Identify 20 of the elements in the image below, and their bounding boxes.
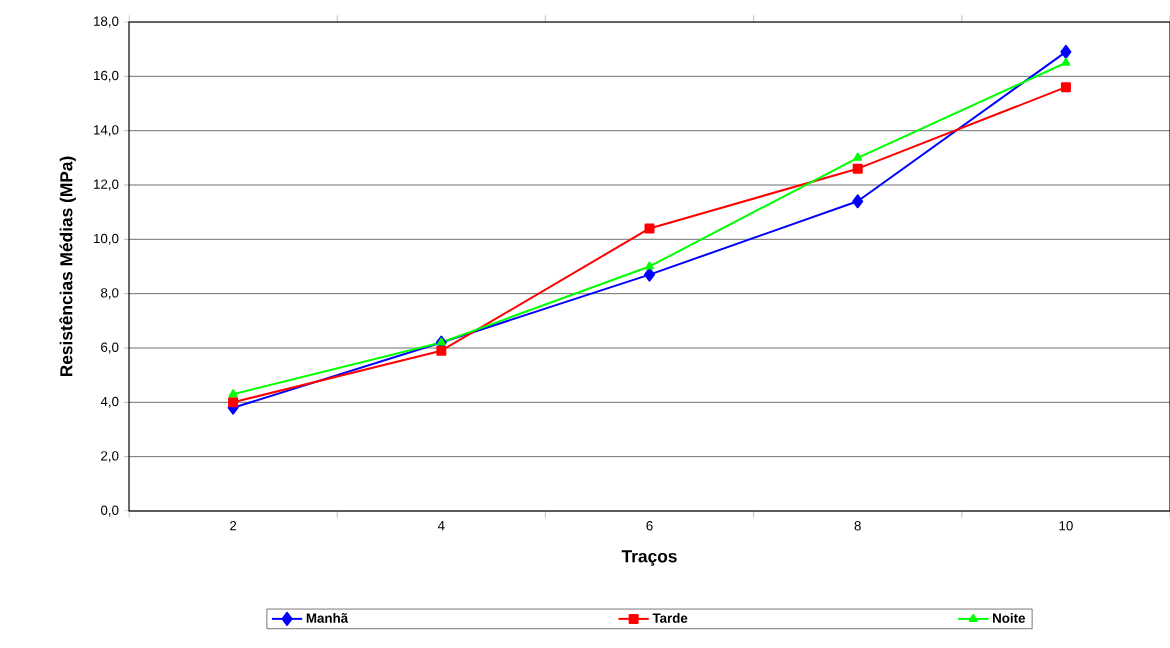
y-tick-label: 8,0 — [101, 288, 119, 300]
legend-label: Noite — [993, 613, 1026, 623]
y-tick-label: 16,0 — [94, 70, 119, 82]
y-tick-label: 12,0 — [94, 179, 119, 191]
x-tick-label: 6 — [646, 521, 653, 531]
y-tick-label: 14,0 — [94, 125, 119, 137]
x-tick-label: 10 — [1059, 521, 1073, 531]
x-tick-label: 4 — [437, 521, 445, 531]
y-axis-title: Resistências Médias (MPa) — [59, 156, 76, 377]
y-tick-label: 10,0 — [94, 233, 119, 245]
x-tick-label: 2 — [230, 521, 237, 531]
y-tick-label: 6,0 — [101, 342, 119, 354]
legend-label: Manhã — [306, 613, 349, 623]
y-tick-label: 0,0 — [100, 505, 119, 517]
y-tick-label: 2,0 — [101, 451, 119, 463]
y-tick-label: 18,0 — [94, 16, 119, 28]
legend-label: Tarde — [652, 613, 688, 623]
x-tick-label: 8 — [854, 521, 861, 531]
x-axis-title: Traços — [621, 550, 677, 566]
y-tick-label: 4,0 — [100, 396, 119, 408]
